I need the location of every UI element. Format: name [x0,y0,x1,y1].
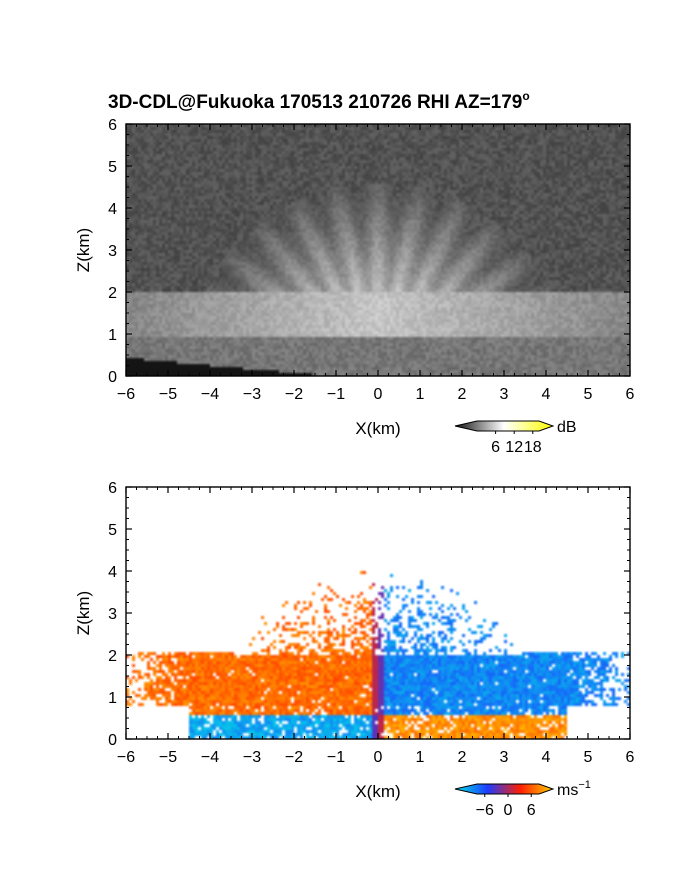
backscatter-colorbar-unit: dB [557,419,577,436]
velocity-colorbar-gradient [454,783,555,795]
velocity-colorbar-unit-exponent: −1 [578,779,591,791]
velocity-y-tick-label: 5 [108,522,117,539]
backscatter-y-tick-label: 1 [108,327,117,344]
backscatter-y-tick-label: 2 [108,285,117,302]
velocity-colorbar-tick-label: −6 [476,802,494,819]
backscatter-y-tick-label: 6 [108,117,117,134]
backscatter-colorbar-unit-text: dB [557,419,577,436]
chart-title: 3D-CDL@Fukuoka 170513 210726 RHI AZ=179o [108,89,530,113]
velocity-y-tick-label: 4 [108,564,117,581]
chart-title-degree: o [522,89,529,103]
velocity-y-tick-label: 6 [108,480,117,497]
velocity-y-tick-label: 1 [108,690,117,707]
velocity-x-tick-label: −6 [117,749,135,766]
velocity-y-tick-label: 3 [108,606,117,623]
backscatter-x-tick-label: 1 [416,386,425,403]
velocity-y-axis-label: Z(km) [74,591,93,635]
velocity-x-tick-label: −4 [201,749,219,766]
backscatter-x-tick-label: 0 [374,386,383,403]
velocity-x-tick-label: 5 [584,749,593,766]
backscatter-x-tick-label: −1 [327,386,345,403]
backscatter-x-tick-label: −2 [285,386,303,403]
backscatter-x-tick-label: 4 [542,386,551,403]
backscatter-colorbar-tick-label: 6 [491,439,500,456]
velocity-y-tick-label: 0 [108,732,117,749]
velocity-colorbar-tick-label: 6 [527,802,536,819]
backscatter-y-tick-label: 3 [108,243,117,260]
velocity-x-tick-label: 0 [374,749,383,766]
chart-title-text: 3D-CDL@Fukuoka 170513 210726 RHI AZ=179 [108,92,522,113]
velocity-y-tick-label: 2 [108,648,117,665]
velocity-x-tick-label: 1 [416,749,425,766]
velocity-x-tick-label: −3 [243,749,261,766]
velocity-x-tick-label: −5 [159,749,177,766]
velocity-colorbar-unit-text: ms [557,782,578,799]
backscatter-x-tick-label: −3 [243,386,261,403]
backscatter-x-tick-label: 6 [626,386,635,403]
velocity-colorbar: −6 0 6 ms−1 [454,779,591,819]
velocity-x-tick-label: −1 [327,749,345,766]
backscatter-colorbar-tick-label: 18 [524,439,542,456]
backscatter-colorbar: 6 12 18 dB [454,419,577,456]
velocity-colorbar-tick-label: 0 [504,802,513,819]
backscatter-x-tick-label: 2 [458,386,467,403]
velocity-x-tick-label: 2 [458,749,467,766]
velocity-x-axis-label: X(km) [355,782,400,801]
backscatter-x-tick-label: 5 [584,386,593,403]
backscatter-y-axis-label: Z(km) [74,228,93,272]
velocity-x-tick-label: 6 [626,749,635,766]
backscatter-x-tick-label: −4 [201,386,219,403]
velocity-heatmap [126,487,630,739]
velocity-axis-ticks: −6 −5 −4 −3 −2 −1 0 1 2 3 4 5 6 0 1 2 3 4 5 6 [108,480,634,766]
velocity-x-tick-label: −2 [285,749,303,766]
backscatter-x-axis-label: X(km) [355,419,400,438]
backscatter-y-tick-label: 5 [108,159,117,176]
backscatter-axis-ticks: −6 −5 −4 −3 −2 −1 0 1 2 3 4 5 6 0 1 2 3 4 5 6 [108,117,634,403]
velocity-x-tick-label: 3 [500,749,509,766]
backscatter-colorbar-gradient [454,420,555,432]
backscatter-heatmap [126,124,630,376]
backscatter-colorbar-tick-label: 12 [505,439,523,456]
backscatter-y-tick-label: 4 [108,201,117,218]
backscatter-x-tick-label: −5 [159,386,177,403]
backscatter-y-tick-label: 0 [108,369,117,386]
backscatter-x-tick-label: −6 [117,386,135,403]
velocity-x-tick-label: 4 [542,749,551,766]
backscatter-x-tick-label: 3 [500,386,509,403]
velocity-colorbar-unit: ms−1 [557,779,591,799]
